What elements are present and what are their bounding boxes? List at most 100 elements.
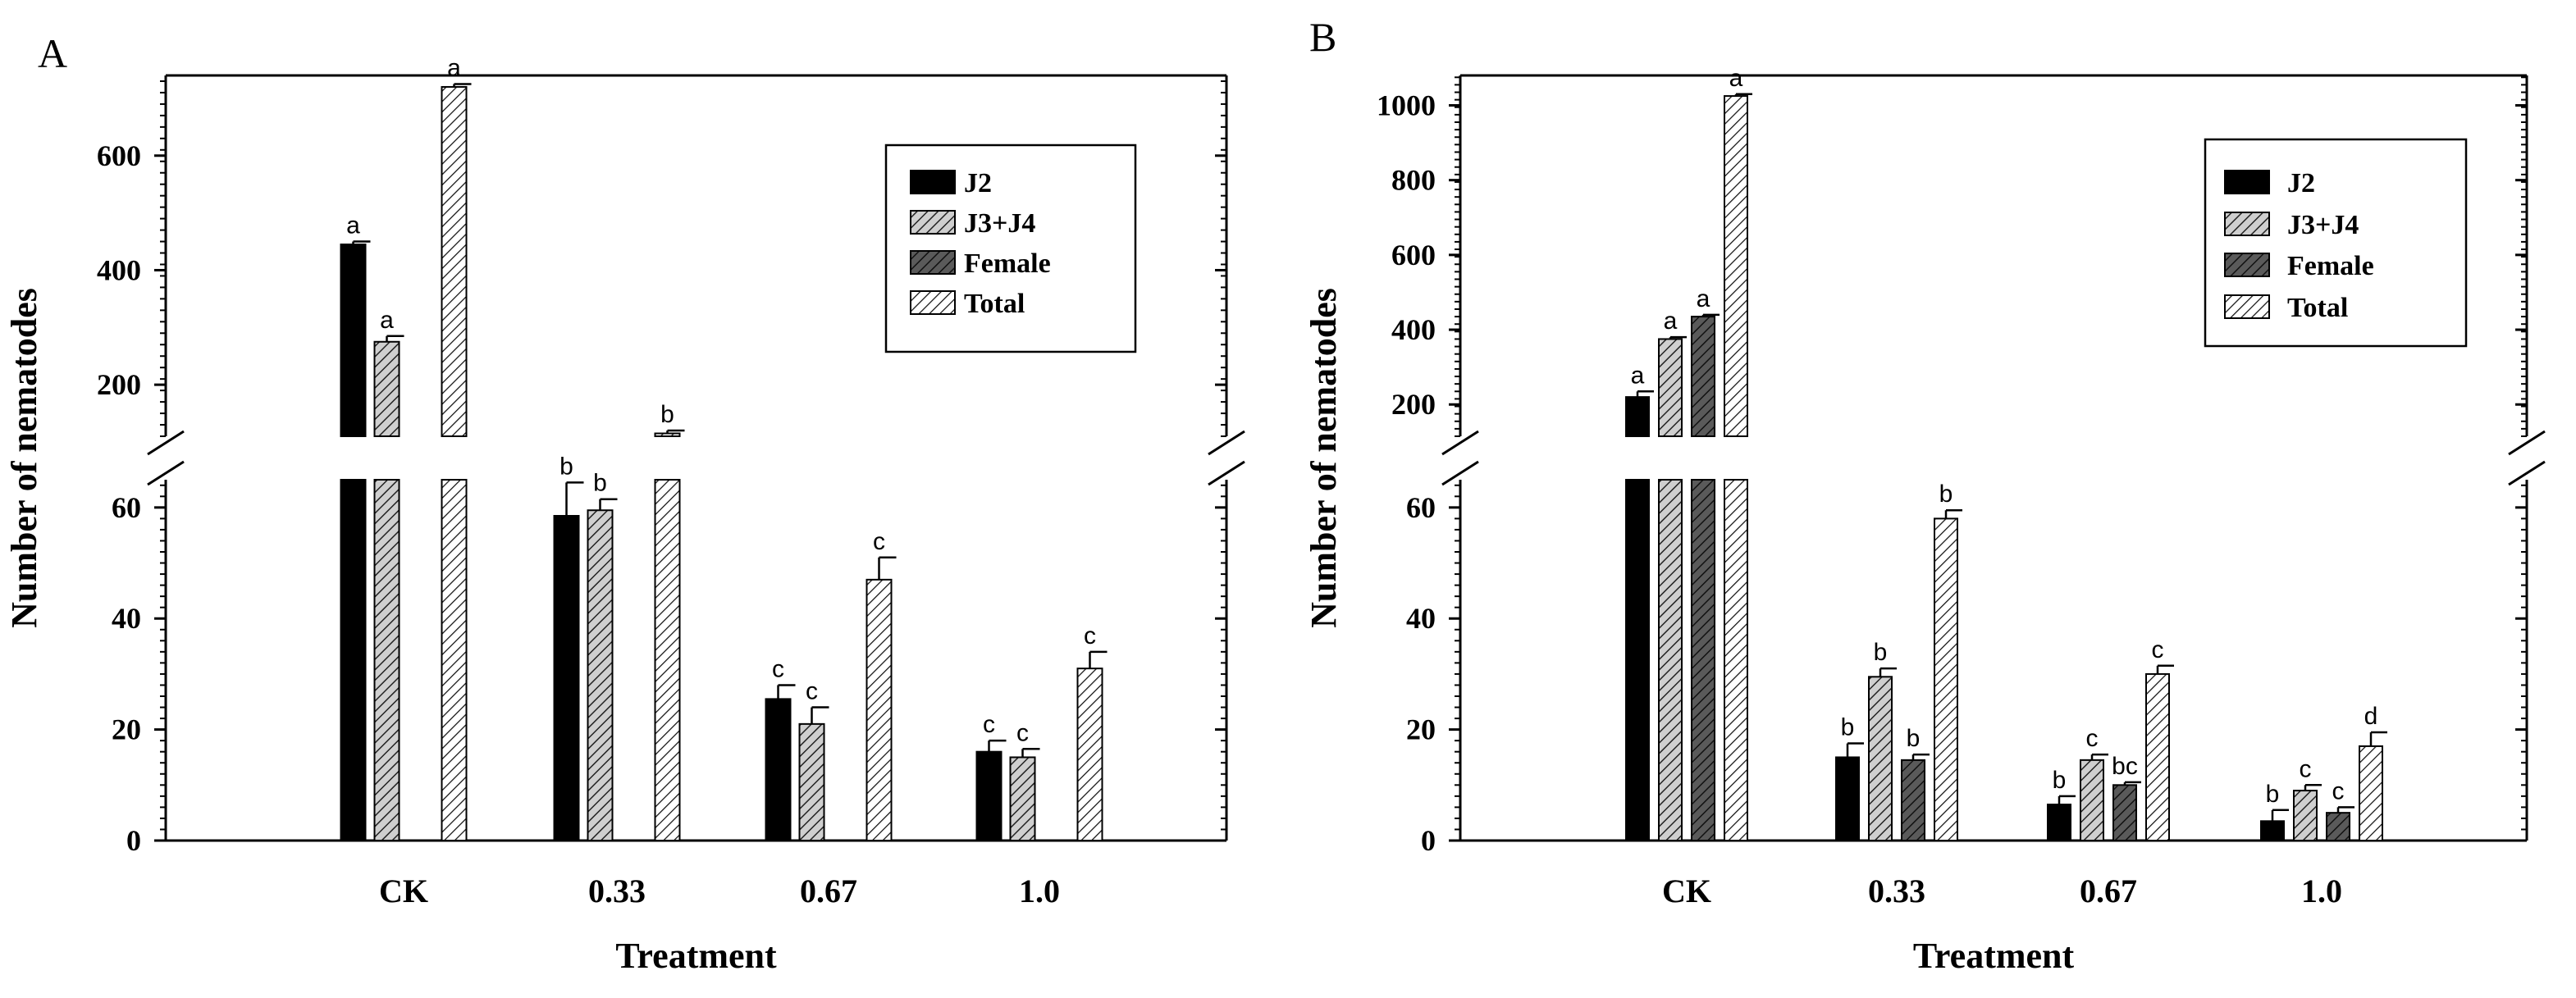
significance-label: a <box>1729 65 1743 92</box>
x-tick-label: 0.33 <box>1868 873 1925 909</box>
bar-j3-j4 <box>1868 676 1893 841</box>
y-tick-label: 200 <box>97 368 141 401</box>
legend-label: Female <box>2287 251 2374 281</box>
axis-break-mark <box>1441 460 1479 486</box>
bar-total <box>1934 517 1958 842</box>
bar-j2 <box>2260 820 2285 841</box>
significance-label: a <box>1631 362 1645 389</box>
significance-label: b <box>1939 481 1953 508</box>
y-tick-label: 400 <box>1391 313 1436 346</box>
y-tick-label: 800 <box>1391 164 1436 197</box>
significance-label: c <box>2086 725 2099 752</box>
bar-total <box>866 578 893 841</box>
bar-j2 <box>553 515 580 841</box>
significance-label: a <box>380 307 394 334</box>
bar-j3-j4-upper <box>1658 338 1683 437</box>
significance-label: b <box>593 470 607 497</box>
bar-total-upper <box>1724 95 1748 437</box>
axis-break-mark <box>147 430 185 456</box>
y-tick-label: 0 <box>126 824 141 857</box>
bar-total <box>654 479 681 841</box>
y-tick-label: 40 <box>112 602 141 635</box>
y-axis-title: Number of nematodes <box>4 288 44 628</box>
legend-swatch <box>910 210 956 235</box>
bar-total-upper <box>654 432 681 437</box>
bar-j3-j4 <box>1658 479 1683 841</box>
x-tick-label: 0.67 <box>2080 873 2137 909</box>
axis-break-mark <box>147 460 185 486</box>
significance-label: b <box>560 453 573 480</box>
y-tick-label: 40 <box>1406 602 1436 635</box>
legend-label: J3+J4 <box>964 208 1035 239</box>
bar-j3-j4 <box>373 479 400 841</box>
panel-b: B 200 400 600 800 1000 0 20 40 60 CK 0.33 0.67 1.0 Tre… <box>1304 14 2546 976</box>
x-axis-title: Treatment <box>615 936 777 976</box>
bar-total <box>2359 745 2383 842</box>
panel-letter: B <box>1309 14 1336 60</box>
significance-label: c <box>2300 755 2312 782</box>
bar-female <box>1691 479 1715 841</box>
significance-label: b <box>660 401 674 428</box>
x-tick-label: CK <box>1662 873 1711 909</box>
bar-j3-j4 <box>2293 790 2318 841</box>
y-tick-label: 60 <box>1406 491 1436 524</box>
significance-label: a <box>1664 308 1678 335</box>
bar-female <box>2112 784 2137 841</box>
legend-swatch <box>2224 212 2270 236</box>
significance-label: c <box>873 528 885 555</box>
significance-label: a <box>346 212 360 239</box>
bar-j2 <box>1835 756 1860 842</box>
significance-label: a <box>1697 285 1710 312</box>
significance-label: b <box>2266 781 2280 808</box>
significance-label: c <box>772 655 784 682</box>
legend-label: J2 <box>964 168 992 198</box>
legend-label: J3+J4 <box>2287 210 2359 240</box>
bar-j2 <box>975 750 1003 842</box>
axis-break-mark <box>1208 460 1245 486</box>
legend-swatch <box>910 250 956 275</box>
legend-label: Female <box>964 248 1051 279</box>
legend-swatch <box>910 170 956 194</box>
axis-break-mark <box>2508 430 2546 456</box>
y-tick-label: 200 <box>1391 388 1436 421</box>
bar-j3-j4 <box>2080 759 2104 841</box>
legend-label: Total <box>964 289 1025 319</box>
significance-label: b <box>1874 639 1888 666</box>
x-tick-label: 1.0 <box>1019 873 1060 909</box>
y-tick-label: 60 <box>112 491 141 524</box>
x-axis-title: Treatment <box>1913 936 2075 976</box>
bar-female <box>1901 759 1925 841</box>
bar-j3-j4 <box>587 509 614 841</box>
legend-swatch <box>2224 294 2270 319</box>
legend-label: J2 <box>2287 168 2315 198</box>
significance-label: bc <box>2112 753 2138 780</box>
bar-j2-upper <box>340 244 367 437</box>
panel-letter: A <box>38 30 67 76</box>
significance-label: c <box>1084 622 1096 649</box>
significance-label: b <box>2053 767 2067 794</box>
y-tick-label: 0 <box>1421 824 1436 857</box>
y-tick-label: 600 <box>97 139 141 172</box>
y-tick-label: 600 <box>1391 239 1436 271</box>
axis-break-mark <box>2508 460 2546 486</box>
bar-j3-j4 <box>1009 756 1036 842</box>
significance-label: c <box>2332 777 2345 804</box>
bar-j2 <box>2047 804 2071 841</box>
significance-label: b <box>1841 714 1855 741</box>
legend-label: Total <box>2287 293 2348 323</box>
significance-label: a <box>447 54 461 81</box>
bar-j3-j4 <box>798 722 825 841</box>
x-tick-label: 0.67 <box>800 873 857 909</box>
bar-female <box>2326 812 2350 842</box>
bar-j2 <box>340 479 367 841</box>
y-axis-title: Number of nematodes <box>1304 288 1344 628</box>
legend-swatch <box>2224 170 2270 194</box>
significance-label: c <box>2152 636 2164 663</box>
x-tick-label: 1.0 <box>2301 873 2342 909</box>
y-tick-label: 400 <box>97 253 141 286</box>
significance-label: c <box>806 678 818 705</box>
bar-j2 <box>1625 479 1650 841</box>
x-tick-label: CK <box>379 873 428 909</box>
bar-total-upper <box>441 85 468 437</box>
